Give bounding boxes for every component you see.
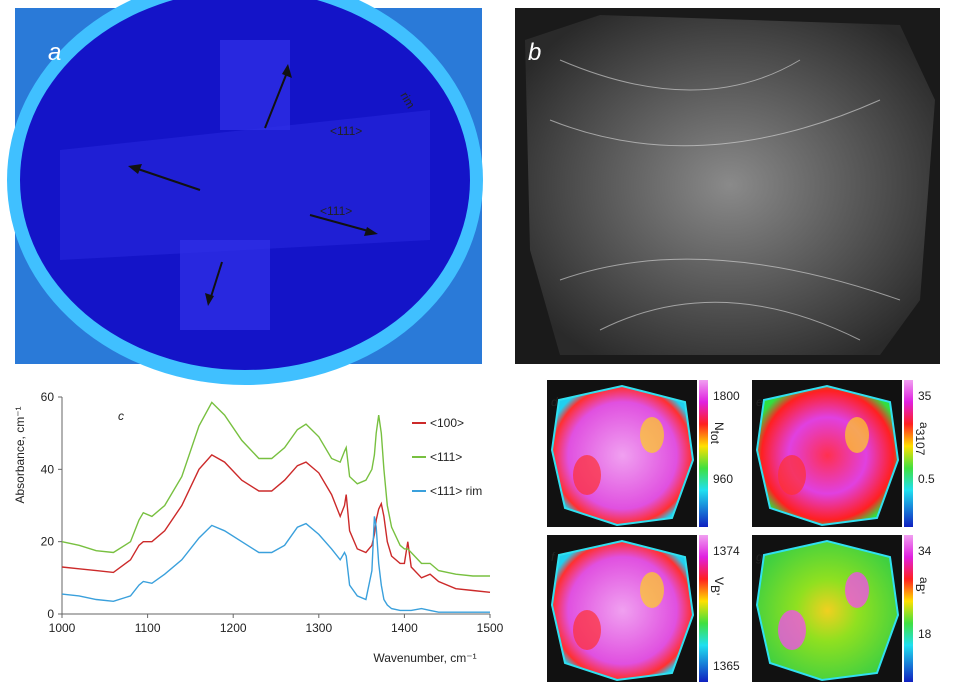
colorbar xyxy=(904,380,913,527)
colorbar-tick: 18 xyxy=(918,627,932,641)
colorbar-title-main: V xyxy=(712,577,726,585)
colorbar-title: a3107 xyxy=(913,422,931,456)
colorbar-tick: 960 xyxy=(713,472,733,486)
x-tick-label: 1500 xyxy=(477,621,504,635)
panel-label: c xyxy=(118,409,124,423)
y-tick-label: 60 xyxy=(41,390,55,404)
colorbar-tick: 0.5 xyxy=(918,472,935,486)
map xyxy=(552,541,693,680)
colorbar-tick: 34 xyxy=(918,544,932,558)
annotation: <111> xyxy=(330,124,362,138)
panel-label: b xyxy=(528,39,541,66)
legend-label: <111> xyxy=(430,450,462,464)
figure: a rim <111> <111> b 0 20 40 60 1000 1100 1200 1… xyxy=(0,0,953,682)
legend-label: <111> rim xyxy=(430,484,482,498)
colorbar xyxy=(699,535,708,682)
map-panel: e 35 0.5 a3107 xyxy=(752,380,935,527)
map xyxy=(757,386,898,525)
y-tick-label: 40 xyxy=(41,462,55,476)
map-feature xyxy=(778,610,806,650)
colorbar-title-main: N xyxy=(712,422,726,431)
x-axis-label: Wavenumber, cm⁻¹ xyxy=(373,651,476,665)
colorbar-title-sub: B' xyxy=(708,585,722,595)
panel-b: b xyxy=(515,8,940,364)
x-tick-label: 1200 xyxy=(220,621,247,635)
annotation: <111> xyxy=(320,204,352,218)
x-tick-label: 1100 xyxy=(135,621,161,635)
y-axis-label: Absorbance, cm⁻¹ xyxy=(13,406,27,503)
colorbar-tick: 1365 xyxy=(713,659,740,673)
map xyxy=(757,541,898,680)
x-tick-label: 1000 xyxy=(49,621,76,635)
x-tick-label: 1300 xyxy=(305,621,332,635)
x-tick-label: 1400 xyxy=(391,621,418,635)
legend-label: <100> xyxy=(430,416,464,430)
series-line xyxy=(62,455,490,592)
y-tick-label: 0 xyxy=(47,607,54,621)
map-feature xyxy=(573,455,601,495)
panel-a: a rim <111> <111> xyxy=(7,0,483,385)
colorbar-tick: 35 xyxy=(918,389,932,403)
panel-label: g xyxy=(756,550,763,564)
map-feature xyxy=(640,572,664,608)
colorbar-title: aB' xyxy=(913,577,931,594)
map xyxy=(552,386,693,525)
panel-label: d xyxy=(551,395,558,409)
map-feature xyxy=(845,572,869,608)
map-feature xyxy=(573,610,601,650)
map-feature xyxy=(845,417,869,453)
colorbar-title-sub: B' xyxy=(913,584,927,594)
y-tick-label: 20 xyxy=(41,535,55,549)
colorbar-tick: 1800 xyxy=(713,389,740,403)
colorbar xyxy=(904,535,913,682)
panel-label: e xyxy=(756,395,763,409)
map-feature xyxy=(778,455,806,495)
map-feature xyxy=(640,417,664,453)
map-panel: g 34 18 aB' xyxy=(752,535,932,682)
panel-label: a xyxy=(48,39,61,66)
colorbar xyxy=(699,380,708,527)
colorbar-title-sub: 3107 xyxy=(913,429,927,456)
colorbar-title: VB' xyxy=(708,577,726,595)
map-panel: d 1800 960 Ntot xyxy=(547,380,740,527)
colorbar-tick: 1374 xyxy=(713,544,740,558)
colorbar-title-sub: tot xyxy=(708,431,722,445)
series-line xyxy=(62,516,490,612)
colorbar-title: Ntot xyxy=(708,422,726,445)
